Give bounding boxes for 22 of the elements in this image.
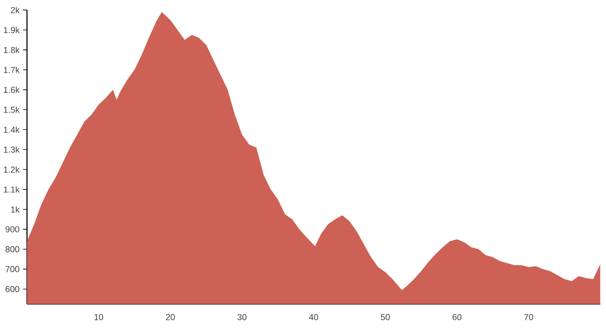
y-tick-label: 700 <box>6 266 20 272</box>
y-tick-label: 1.2k <box>4 166 20 173</box>
y-tick-label: 1.3k <box>4 146 20 153</box>
x-tick-label: 50 <box>380 314 390 320</box>
x-tick-label: 60 <box>452 314 462 320</box>
y-tick-label: 1.6k <box>4 86 20 93</box>
y-tick-label: 1.5k <box>4 106 20 113</box>
y-tick-label: 900 <box>6 226 20 232</box>
y-tick-label: 1k <box>11 206 20 212</box>
y-tick-label: 1.4k <box>4 126 20 133</box>
x-tick-label: 20 <box>166 314 175 320</box>
x-tick-label: 70 <box>524 314 534 320</box>
y-tick-label: 1.1k <box>4 186 20 193</box>
y-tick-label: 800 <box>6 246 20 252</box>
x-tick-label: 30 <box>238 314 246 320</box>
y-tick-label: 1.9k <box>4 26 20 34</box>
y-tick-label: 1.7k <box>4 66 20 73</box>
x-tick-label: 10 <box>94 314 104 320</box>
y-tick-label: 1.8k <box>4 46 20 54</box>
x-tick-label: 40 <box>309 314 318 320</box>
y-tick-label: 2k <box>10 6 20 14</box>
y-tick-label: 600 <box>6 286 20 292</box>
